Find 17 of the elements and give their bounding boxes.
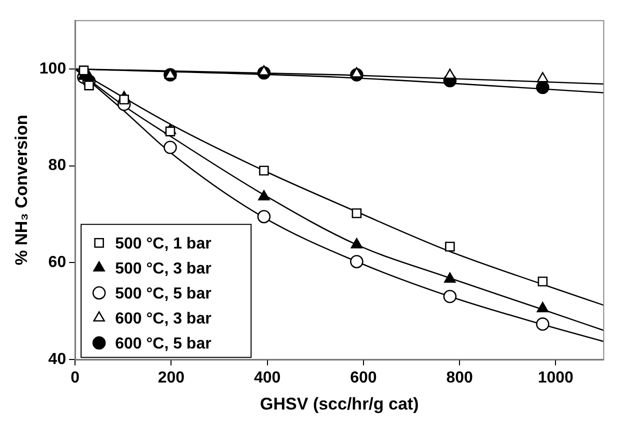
legend-label: 500 °C, 3 bar (115, 260, 212, 278)
legend-label: 600 °C, 3 bar (115, 310, 212, 328)
x-tick-label: 0 (70, 369, 80, 386)
legend-label: 600 °C, 5 bar (115, 335, 212, 352)
y-axis-title: % NH₃ Conversion (12, 114, 31, 266)
x-tick-label: 1000 (538, 369, 574, 386)
x-tick-label: 800 (446, 369, 473, 386)
y-tick-label: 80 (48, 157, 66, 174)
y-tick-label: 40 (48, 350, 66, 368)
y-tick-label: 100 (39, 60, 66, 78)
x-tick-label: 600 (350, 369, 377, 386)
x-tick-label: 400 (254, 369, 281, 386)
y-tick-label: 60 (48, 254, 66, 272)
legend-label: 500 °C, 1 bar (115, 235, 212, 252)
x-axis-title: GHSV (scc/hr/g cat) (260, 394, 419, 414)
legend-label: 500 °C, 5 bar (115, 285, 212, 302)
x-tick-label: 200 (158, 369, 185, 386)
